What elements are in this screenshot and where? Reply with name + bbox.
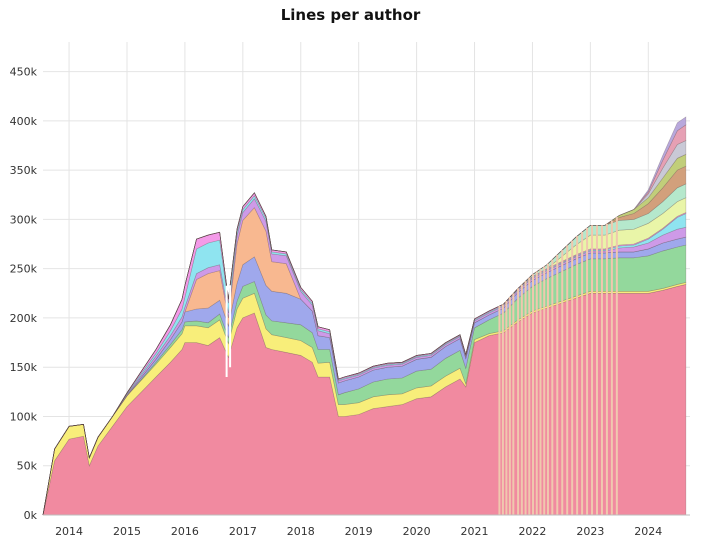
x-tick-label: 2014 — [55, 525, 83, 538]
x-tick-label: 2015 — [113, 525, 141, 538]
chart-title: Lines per author — [280, 6, 421, 24]
x-tick-label: 2016 — [171, 525, 199, 538]
area-series-13 — [42, 140, 687, 516]
x-tick-label: 2019 — [345, 525, 373, 538]
y-tick-label: 350k — [10, 164, 38, 177]
x-tick-label: 2021 — [461, 525, 489, 538]
area-series-9 — [42, 192, 687, 516]
x-tick-label: 2018 — [287, 525, 315, 538]
y-tick-label: 200k — [10, 312, 38, 325]
area-series-14 — [42, 124, 687, 516]
x-tick-label: 2017 — [229, 525, 257, 538]
y-tick-label: 300k — [10, 213, 38, 226]
y-tick-label: 0k — [24, 509, 38, 522]
area-series-15 — [42, 116, 687, 516]
x-tick-label: 2023 — [576, 525, 604, 538]
x-tick-label: 2020 — [403, 525, 431, 538]
y-tick-label: 150k — [10, 361, 38, 374]
y-tick-label: 250k — [10, 263, 38, 276]
y-tick-label: 450k — [10, 66, 38, 79]
area-series-10 — [42, 183, 687, 516]
area-series-12 — [42, 153, 687, 516]
y-tick-label: 400k — [10, 115, 38, 128]
x-tick-label: 2022 — [518, 525, 546, 538]
area-series-8 — [42, 192, 687, 516]
x-tick-label: 2024 — [634, 525, 662, 538]
y-tick-label: 100k — [10, 410, 38, 423]
y-tick-label: 50k — [17, 460, 38, 473]
area-series-11 — [42, 165, 687, 516]
